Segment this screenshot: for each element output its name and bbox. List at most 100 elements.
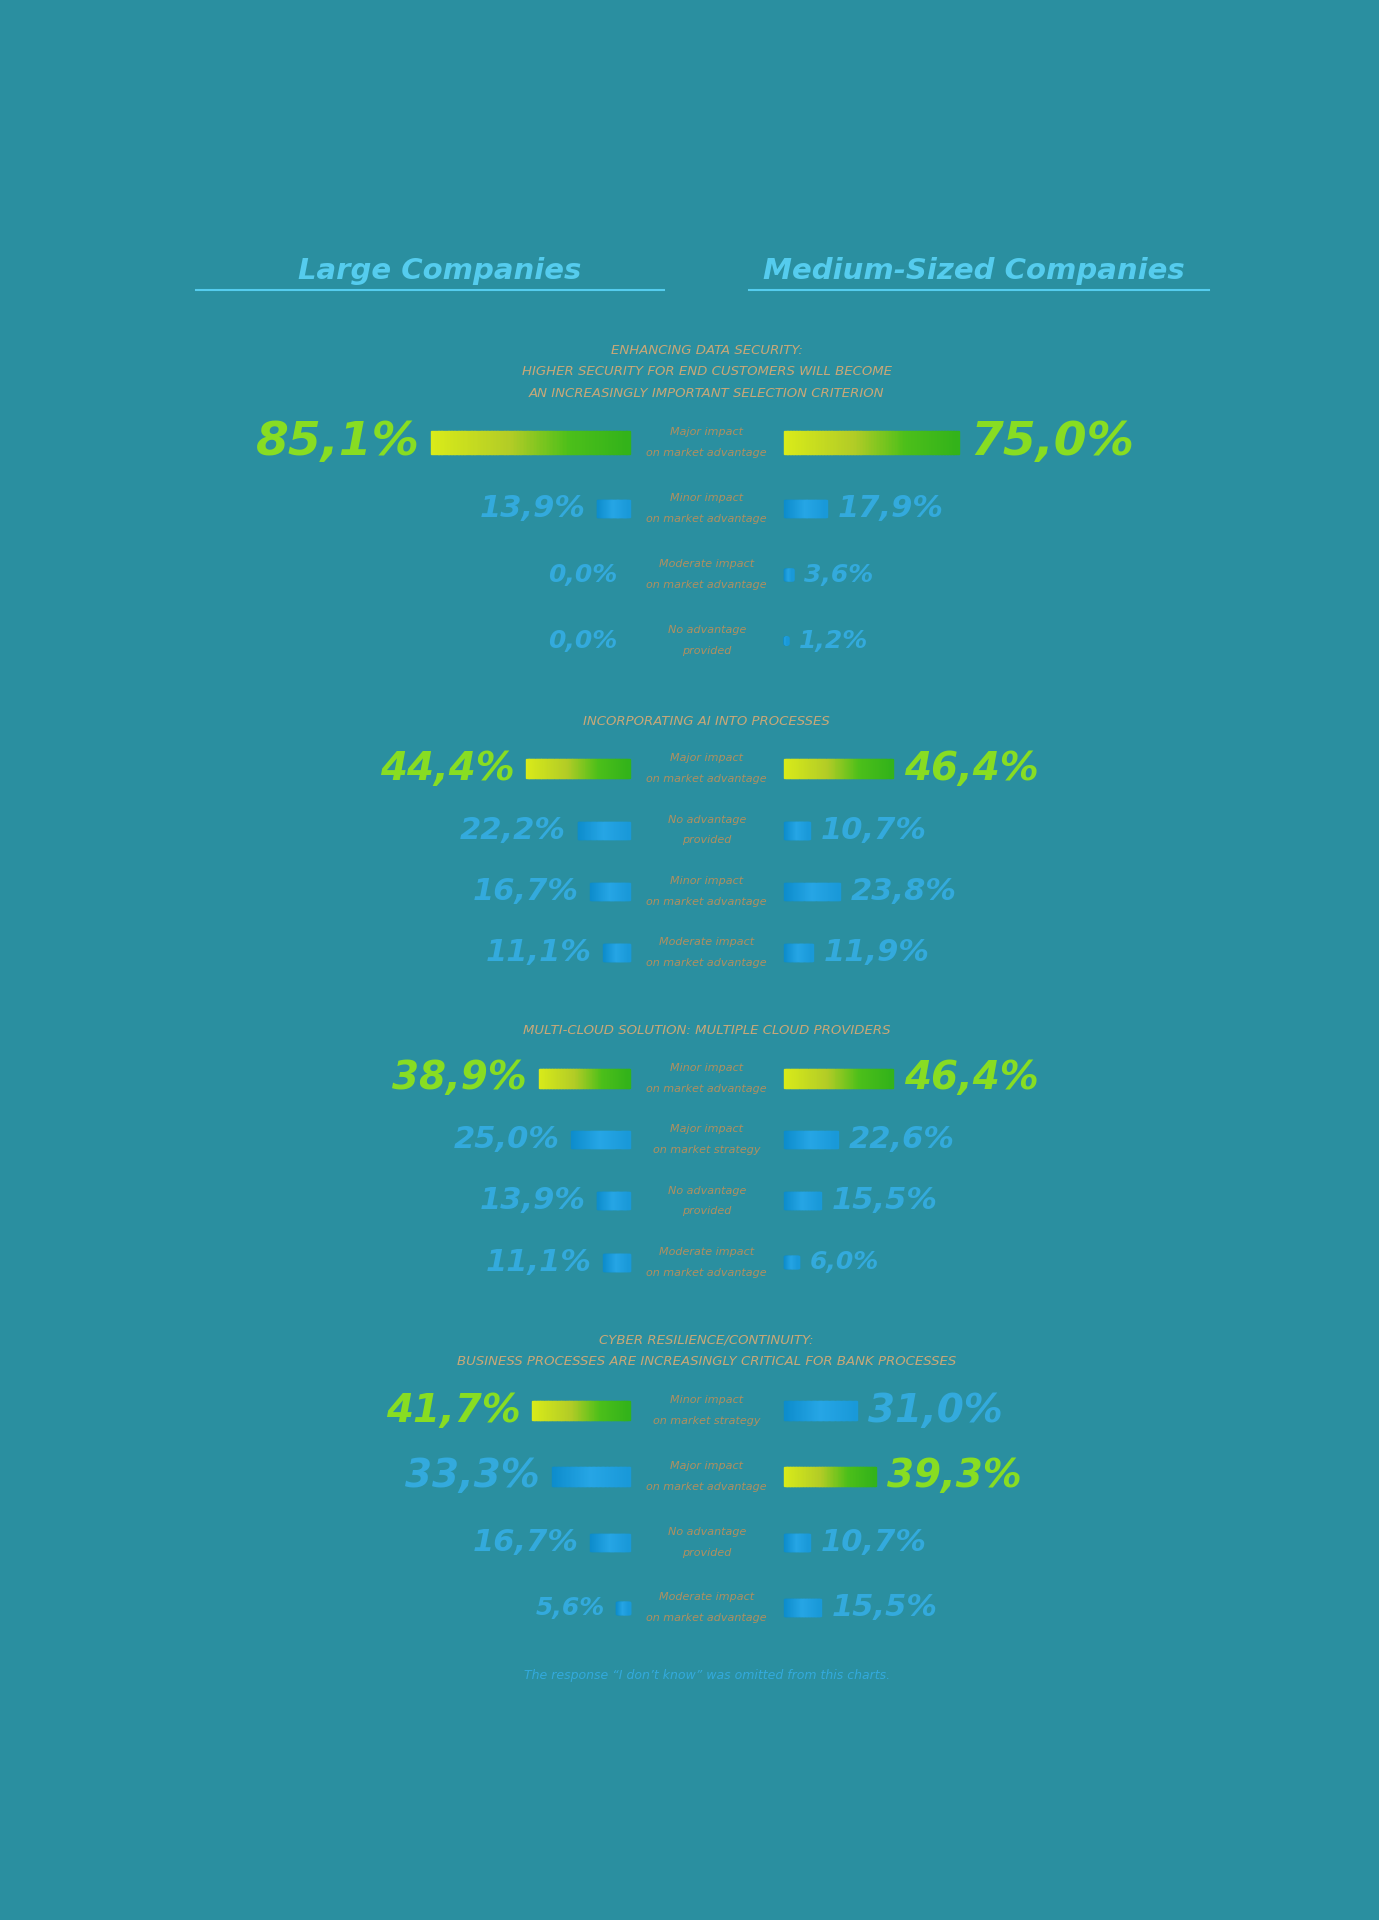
Text: on market advantage: on market advantage [647,1083,767,1094]
Bar [932,430,936,453]
Bar [605,1467,607,1486]
Bar [865,1069,867,1089]
Bar [798,1131,800,1148]
Bar [535,758,536,778]
Text: 22,6%: 22,6% [848,1125,954,1154]
Bar [786,758,789,778]
Bar [600,1402,603,1421]
Bar [596,1131,598,1148]
Bar [594,1131,596,1148]
Bar [953,430,957,453]
Bar [789,883,790,900]
Bar [818,883,819,900]
Bar [836,1402,838,1421]
Bar [594,1402,596,1421]
Bar [614,1131,615,1148]
Bar [818,1402,821,1421]
Text: 13,9%: 13,9% [480,1187,585,1215]
Bar [571,1402,574,1421]
Bar [592,1534,593,1551]
Bar [814,1402,815,1421]
Text: 23,8%: 23,8% [851,877,957,906]
Bar [863,758,866,778]
Bar [858,1069,860,1089]
Bar [803,499,804,516]
Bar [812,1131,814,1148]
Bar [809,1069,812,1089]
Bar [590,1402,593,1421]
Bar [856,430,860,453]
Bar [790,1467,793,1486]
Bar [579,1131,582,1148]
Bar [622,758,625,778]
Bar [912,430,916,453]
Bar [600,883,601,900]
Bar [855,1069,856,1089]
Bar [815,883,816,900]
Bar [549,1069,552,1089]
Bar [847,1467,849,1486]
Bar [578,1131,579,1148]
Text: on market advantage: on market advantage [647,515,767,524]
Bar [477,430,481,453]
Bar [608,822,610,839]
Bar [834,758,837,778]
Bar [873,1467,874,1486]
Bar [841,1402,843,1421]
Bar [586,1131,587,1148]
Bar [604,822,605,839]
Bar [598,1069,601,1089]
Bar [825,1131,826,1148]
Bar [603,1467,604,1486]
Text: on market advantage: on market advantage [647,774,767,783]
Bar [843,1467,844,1486]
Bar [567,430,571,453]
Bar [623,1402,625,1421]
Text: 10,7%: 10,7% [821,1528,927,1557]
Text: HIGHER SECURITY FOR END CUSTOMERS WILL BECOME: HIGHER SECURITY FOR END CUSTOMERS WILL B… [521,365,892,378]
Bar [587,822,589,839]
Bar [575,1069,578,1089]
Bar [556,1467,557,1486]
Bar [855,758,856,778]
Bar [596,430,600,453]
Bar [610,883,611,900]
Bar [603,1069,604,1089]
Bar [826,1069,829,1089]
Bar [597,1131,598,1148]
Bar [881,758,884,778]
Bar [804,883,805,900]
Bar [545,1069,547,1089]
Bar [579,758,582,778]
Text: Minor impact: Minor impact [670,876,743,885]
Bar [567,1402,568,1421]
Bar [557,1467,558,1486]
Bar [627,822,629,839]
Bar [809,758,812,778]
Bar [829,1069,832,1089]
Bar [543,1402,546,1421]
Bar [596,883,597,900]
Bar [612,1467,615,1486]
Bar [610,1534,611,1551]
Bar [866,1467,869,1486]
Bar [432,430,436,453]
Bar [796,883,798,900]
Bar [525,758,528,778]
Bar [827,1467,829,1486]
Bar [885,430,889,453]
Bar [815,499,816,516]
Bar [889,430,892,453]
Bar [859,1467,860,1486]
Bar [867,1069,870,1089]
Bar [821,1069,823,1089]
Bar [616,883,618,900]
Bar [818,1069,821,1089]
Bar [627,1467,630,1486]
Bar [800,883,801,900]
Bar [849,1069,852,1089]
Bar [823,758,826,778]
Bar [815,1467,816,1486]
Bar [804,1402,805,1421]
Bar [603,883,604,900]
